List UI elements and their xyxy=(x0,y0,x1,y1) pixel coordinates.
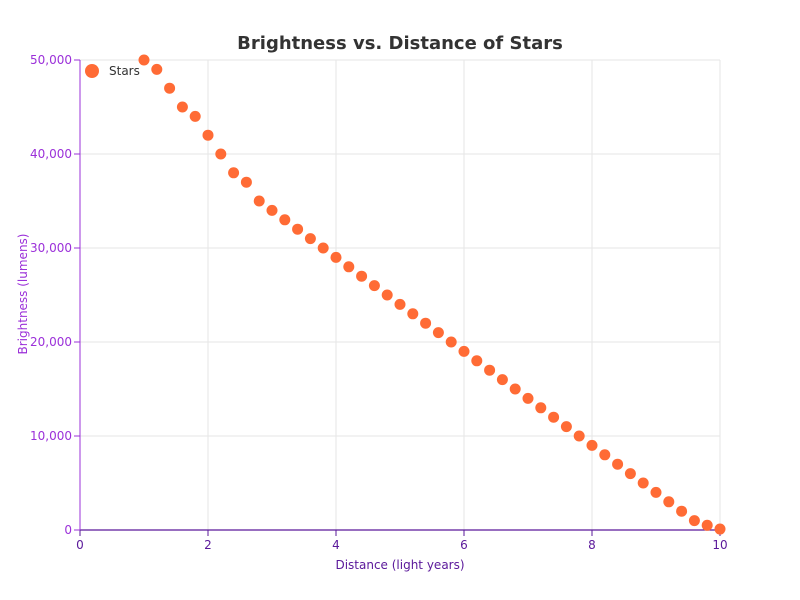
data-point xyxy=(586,439,598,451)
data-point xyxy=(317,242,329,254)
x-tick-label: 10 xyxy=(712,538,727,552)
data-point xyxy=(432,327,444,339)
data-point xyxy=(279,214,291,226)
data-point xyxy=(189,110,201,122)
y-tick-label: 30,000 xyxy=(30,241,72,255)
data-point xyxy=(407,308,419,320)
legend: Stars xyxy=(85,64,140,78)
axes: 0 2 4 6 8 10 0 10,000 20,000 30,000 40,000 50,000 xyxy=(30,53,728,552)
x-axis-title: Distance (light years) xyxy=(335,558,464,572)
data-point xyxy=(624,468,636,480)
data-point xyxy=(445,336,457,348)
data-point xyxy=(548,411,560,423)
data-point xyxy=(637,477,649,489)
data-point xyxy=(573,430,585,442)
data-point xyxy=(176,101,188,113)
data-point xyxy=(688,515,700,527)
data-point xyxy=(701,519,713,531)
data-point xyxy=(253,195,265,207)
data-point xyxy=(676,505,688,517)
data-point xyxy=(458,345,470,357)
data-point xyxy=(356,270,368,282)
x-tick-label: 0 xyxy=(76,538,84,552)
data-point xyxy=(240,176,252,188)
y-tick-label: 0 xyxy=(64,523,72,537)
data-point xyxy=(266,204,278,216)
legend-marker xyxy=(85,64,99,78)
data-point xyxy=(650,486,662,498)
data-point xyxy=(599,449,611,461)
data-point xyxy=(304,233,316,245)
data-point xyxy=(215,148,227,160)
y-axis-title: Brightness (lumens) xyxy=(16,234,30,355)
y-tick-label: 20,000 xyxy=(30,335,72,349)
data-point xyxy=(522,392,534,404)
data-point xyxy=(509,383,521,395)
data-point xyxy=(368,280,380,292)
x-tick-label: 8 xyxy=(588,538,596,552)
x-tick-label: 4 xyxy=(332,538,340,552)
x-tick-label: 2 xyxy=(204,538,212,552)
data-point xyxy=(663,496,675,508)
data-point xyxy=(343,261,355,273)
data-point xyxy=(202,129,214,141)
data-point xyxy=(560,421,572,433)
data-point xyxy=(381,289,393,301)
data-point xyxy=(330,251,342,263)
y-tick-label: 50,000 xyxy=(30,53,72,67)
data-point xyxy=(151,63,163,75)
y-tick-label: 40,000 xyxy=(30,147,72,161)
data-point xyxy=(292,223,304,235)
data-point xyxy=(228,167,240,179)
data-point xyxy=(612,458,624,470)
data-point xyxy=(496,374,508,386)
data-point xyxy=(394,298,406,310)
data-point xyxy=(484,364,496,376)
data-points xyxy=(138,54,726,535)
data-point xyxy=(714,523,726,535)
data-point xyxy=(138,54,150,66)
x-tick-label: 6 xyxy=(460,538,468,552)
grid xyxy=(79,59,721,531)
y-tick-label: 10,000 xyxy=(30,429,72,443)
data-point xyxy=(164,82,176,94)
data-point xyxy=(535,402,547,414)
chart-title: Brightness vs. Distance of Stars xyxy=(237,33,563,54)
data-point xyxy=(471,355,483,367)
data-point xyxy=(420,317,432,329)
legend-label: Stars xyxy=(109,64,140,78)
